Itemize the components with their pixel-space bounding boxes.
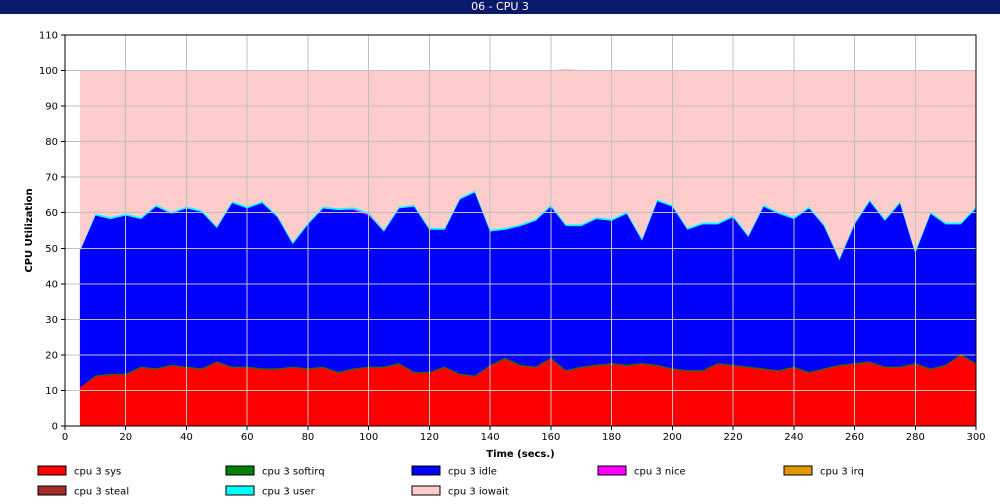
x-tick-label: 40 <box>180 432 193 443</box>
legend-label: cpu 3 user <box>262 487 316 498</box>
x-tick-label: 220 <box>724 432 743 443</box>
y-tick-label: 60 <box>45 208 58 219</box>
x-tick-label: 120 <box>420 432 439 443</box>
legend-label: cpu 3 iowait <box>448 487 509 498</box>
y-tick-label: 90 <box>45 102 58 113</box>
legend-label: cpu 3 steal <box>74 487 129 498</box>
legend-swatch <box>37 485 67 496</box>
x-tick-label: 140 <box>481 432 500 443</box>
x-tick-label: 240 <box>784 432 803 443</box>
window-title: 06 - CPU 3 <box>471 0 529 13</box>
x-tick-label: 300 <box>966 432 985 443</box>
x-axis-ticks: 0 20 40 60 80 100 120 140 160 180 200 220 240 260 280 3… <box>62 426 986 443</box>
plot-frame <box>64 34 977 427</box>
legend-swatch <box>37 465 67 476</box>
y-tick-label: 30 <box>45 315 58 326</box>
y-axis-title: CPU Utilization <box>24 188 35 272</box>
x-tick-label: 280 <box>906 432 925 443</box>
x-tick-label: 160 <box>541 432 560 443</box>
x-tick-label: 180 <box>602 432 621 443</box>
legend: cpu 3 sys cpu 3 softirq cpu 3 idle cpu 3 ni… <box>37 465 864 498</box>
legend-label: cpu 3 irq <box>820 467 864 478</box>
x-tick-label: 100 <box>359 432 378 443</box>
legend-label: cpu 3 softirq <box>262 467 325 478</box>
y-tick-label: 40 <box>45 279 58 290</box>
legend-swatch <box>783 465 813 476</box>
x-tick-label: 0 <box>62 432 68 443</box>
legend-label: cpu 3 sys <box>74 467 121 478</box>
x-tick-label: 80 <box>302 432 315 443</box>
x-tick-label: 260 <box>845 432 864 443</box>
x-tick-label: 20 <box>119 432 132 443</box>
legend-label: cpu 3 idle <box>448 467 497 478</box>
y-tick-label: 0 <box>52 422 58 433</box>
window-title-bar: 06 - CPU 3 <box>0 0 1000 14</box>
y-tick-label: 70 <box>45 173 58 184</box>
legend-swatch <box>597 465 627 476</box>
x-tick-label: 200 <box>663 432 682 443</box>
legend-swatch <box>411 465 441 476</box>
legend-swatch <box>225 485 255 496</box>
y-axis-ticks: 0 10 20 30 40 50 60 70 80 90 100 110 <box>39 31 65 433</box>
y-tick-label: 110 <box>39 31 58 42</box>
y-tick-label: 100 <box>39 66 58 77</box>
legend-label: cpu 3 nice <box>634 467 686 478</box>
y-tick-label: 20 <box>45 350 58 361</box>
y-tick-label: 50 <box>45 244 58 255</box>
legend-swatch <box>225 465 255 476</box>
y-tick-label: 80 <box>45 137 58 148</box>
x-axis-title: Time (secs.) <box>486 449 555 460</box>
x-tick-label: 60 <box>241 432 254 443</box>
legend-swatch <box>411 485 441 496</box>
gridlines <box>65 35 976 426</box>
plot-border <box>64 34 977 427</box>
y-tick-label: 10 <box>45 386 58 397</box>
stacked-areas <box>79 68 977 427</box>
